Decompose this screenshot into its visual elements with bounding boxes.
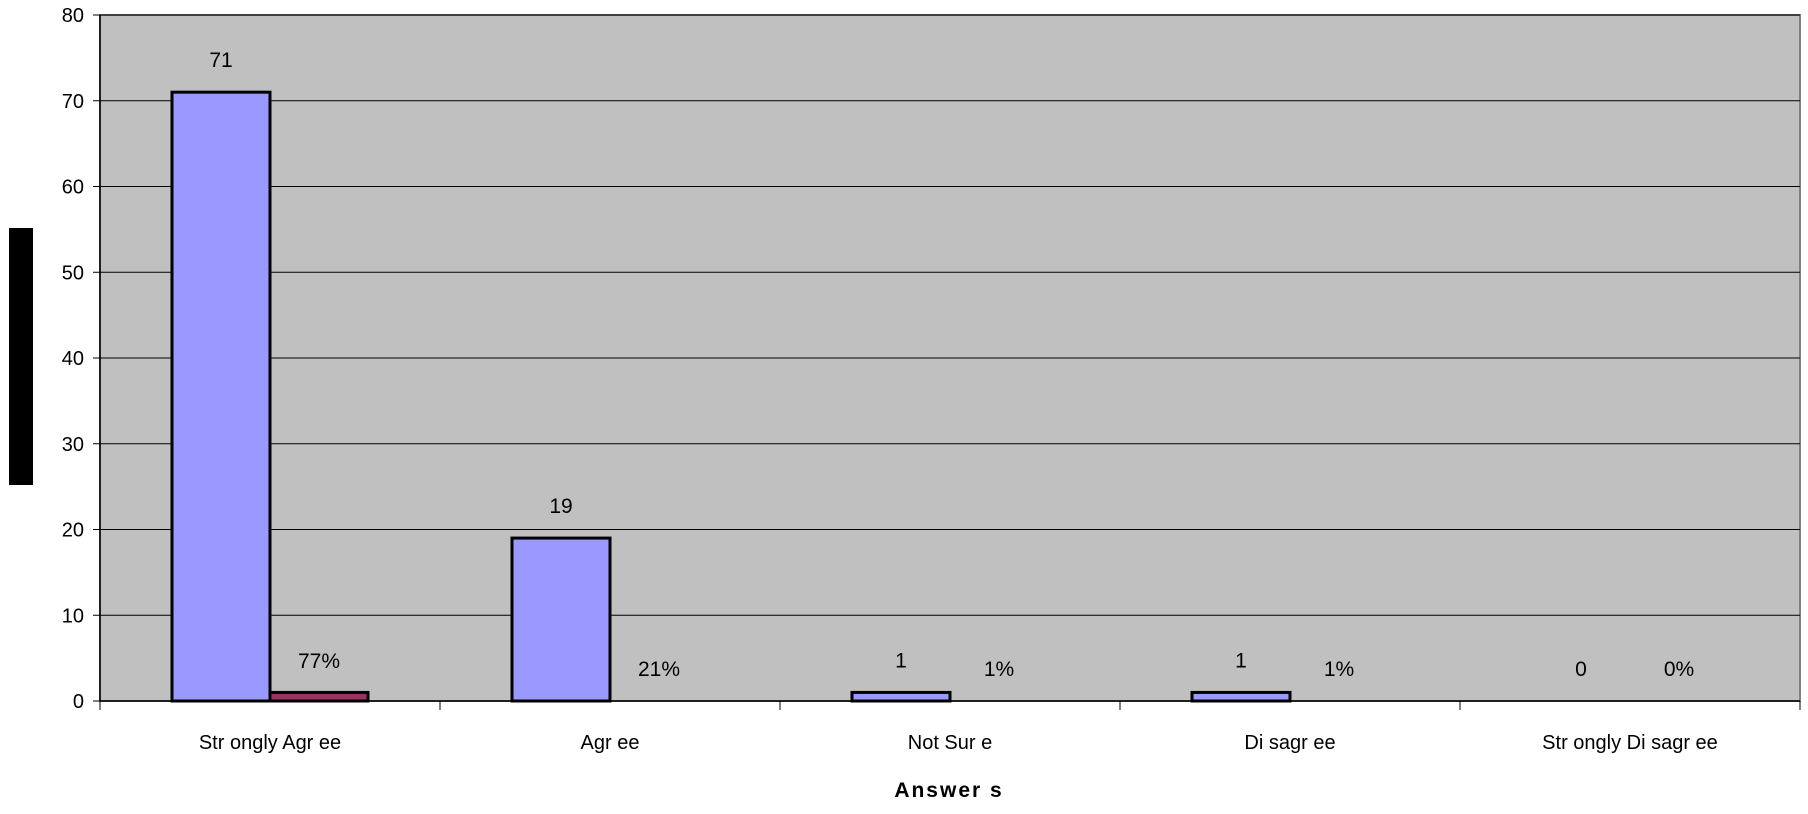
y-tick-label: 70 bbox=[62, 91, 84, 113]
bars bbox=[170, 90, 1292, 703]
bar bbox=[1190, 690, 1292, 703]
x-tick-label: Di sagr ee bbox=[1244, 732, 1335, 754]
data-label: 21% bbox=[638, 658, 680, 681]
y-axis-label-block bbox=[9, 228, 33, 485]
y-tick-label: 80 bbox=[62, 5, 84, 27]
data-label: 1% bbox=[1324, 658, 1354, 681]
y-tick-label: 50 bbox=[62, 262, 84, 284]
x-tick-label: Not Sur e bbox=[908, 732, 992, 754]
y-tick-label: 30 bbox=[62, 434, 84, 456]
data-label: 71 bbox=[209, 49, 232, 72]
x-axis-title: Answer s bbox=[894, 779, 1003, 802]
y-tick-label: 20 bbox=[62, 520, 84, 542]
bar bbox=[850, 690, 952, 703]
data-label: 1% bbox=[984, 658, 1014, 681]
bar bbox=[170, 90, 272, 703]
gridlines bbox=[100, 14, 1800, 616]
x-tick-label: Agr ee bbox=[581, 732, 640, 754]
bar bbox=[268, 690, 370, 703]
data-label: 19 bbox=[549, 495, 572, 518]
bar bbox=[510, 536, 612, 703]
data-label: 0 bbox=[1575, 658, 1587, 681]
data-label: 1 bbox=[1235, 649, 1247, 672]
y-tick-label: 40 bbox=[62, 348, 84, 370]
y-tick-label: 0 bbox=[73, 691, 84, 713]
y-tick-label: 10 bbox=[62, 605, 84, 627]
data-label: 0% bbox=[1664, 658, 1694, 681]
y-tick-label: 60 bbox=[62, 177, 84, 199]
data-label: 77% bbox=[298, 650, 340, 673]
data-labels: 71 77% 19 21% 1 1% 1 1% 0 0% bbox=[209, 49, 1694, 681]
data-label: 1 bbox=[895, 649, 907, 672]
x-tick-label: Str ongly Agr ee bbox=[199, 732, 341, 754]
x-tick-label: Str ongly Di sagr ee bbox=[1542, 732, 1718, 754]
